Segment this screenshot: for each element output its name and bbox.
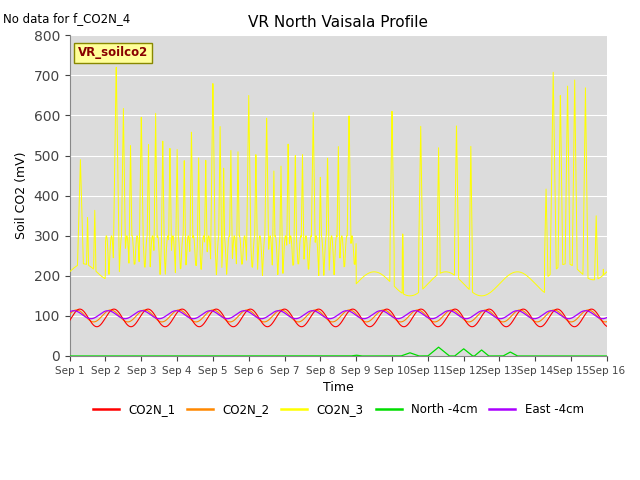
Text: VR_soilco2: VR_soilco2 — [77, 46, 148, 59]
X-axis label: Time: Time — [323, 381, 354, 394]
Title: VR North Vaisala Profile: VR North Vaisala Profile — [248, 15, 428, 30]
Text: No data for f_CO2N_4: No data for f_CO2N_4 — [3, 12, 131, 25]
Legend: CO2N_1, CO2N_2, CO2N_3, North -4cm, East -4cm: CO2N_1, CO2N_2, CO2N_3, North -4cm, East… — [88, 398, 589, 420]
Y-axis label: Soil CO2 (mV): Soil CO2 (mV) — [15, 152, 28, 240]
